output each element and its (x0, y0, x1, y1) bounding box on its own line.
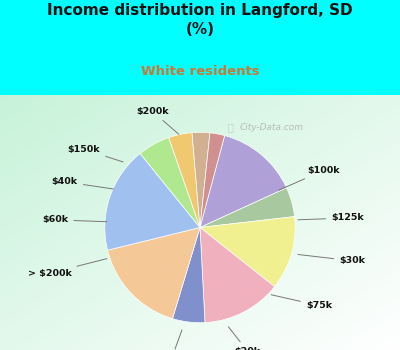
Text: $30k: $30k (298, 254, 365, 265)
Text: City-Data.com: City-Data.com (240, 123, 304, 132)
Text: $60k: $60k (42, 215, 107, 224)
Wedge shape (172, 228, 205, 323)
Wedge shape (200, 133, 225, 228)
Wedge shape (105, 154, 200, 250)
Wedge shape (200, 135, 286, 228)
Text: $40k: $40k (52, 177, 114, 189)
Wedge shape (200, 188, 294, 228)
Wedge shape (169, 133, 200, 228)
Text: $20k: $20k (228, 327, 261, 350)
Wedge shape (108, 228, 200, 318)
Text: > $200k: > $200k (28, 259, 107, 278)
Text: $200k: $200k (136, 107, 179, 134)
Wedge shape (200, 217, 295, 287)
Text: $150k: $150k (68, 145, 123, 162)
Text: Income distribution in Langford, SD
(%): Income distribution in Langford, SD (%) (47, 4, 353, 37)
Wedge shape (140, 138, 200, 228)
Text: $50k: $50k (158, 330, 184, 350)
Text: $125k: $125k (298, 214, 364, 223)
Text: White residents: White residents (141, 65, 259, 78)
Text: $100k: $100k (279, 166, 340, 190)
Wedge shape (200, 228, 275, 323)
Text: $75k: $75k (271, 295, 332, 310)
Wedge shape (192, 132, 210, 228)
Text: ⦿: ⦿ (227, 122, 233, 132)
